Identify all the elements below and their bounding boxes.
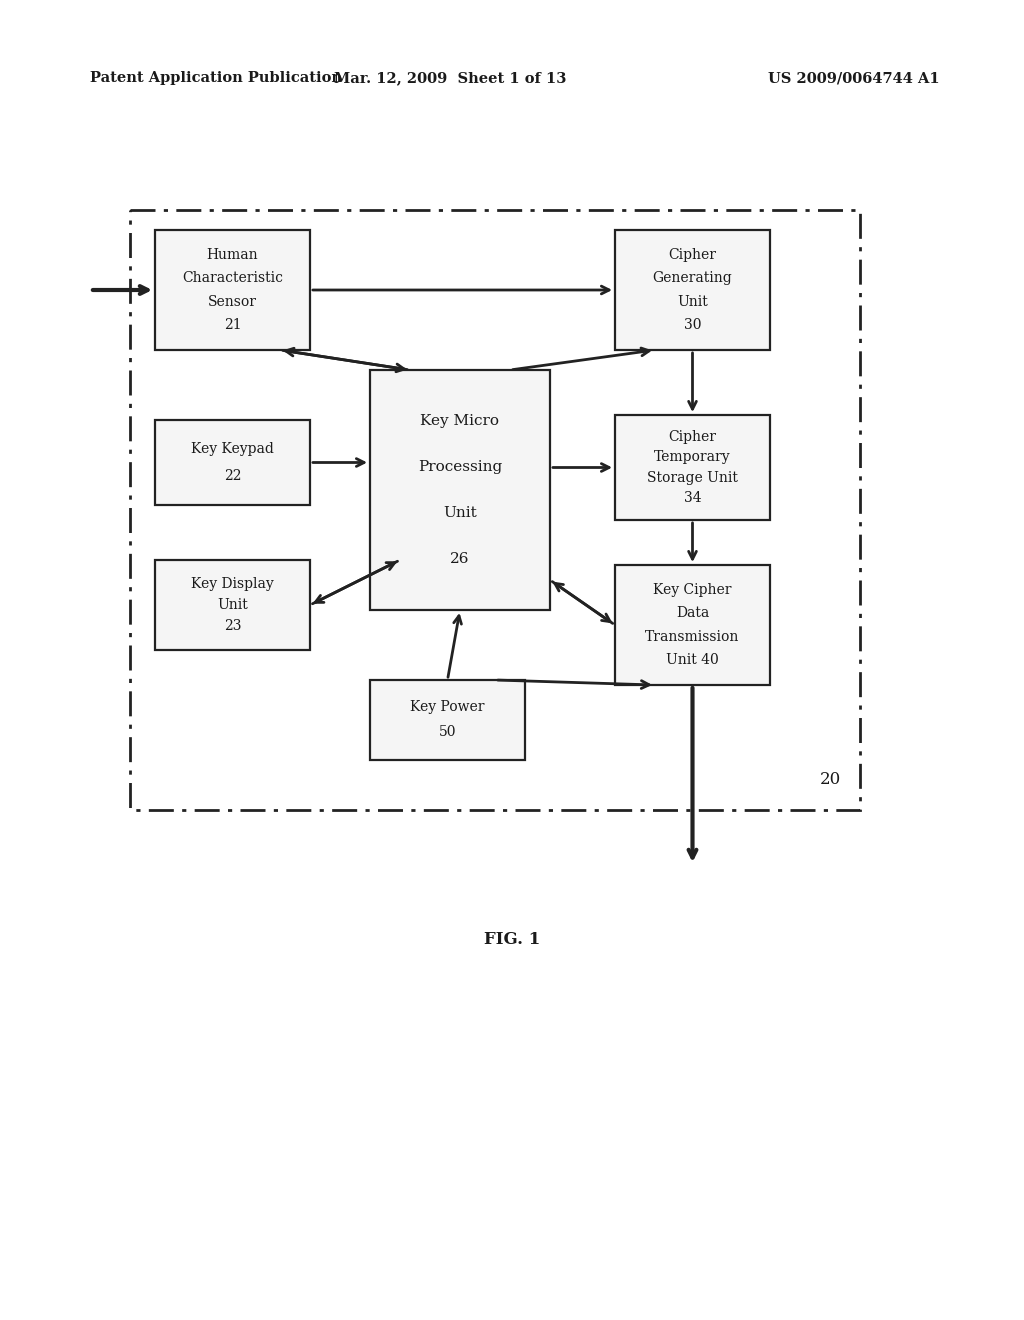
Text: Key Keypad: Key Keypad	[191, 442, 274, 457]
Bar	[615, 230, 770, 350]
Text: Temporary: Temporary	[654, 450, 731, 465]
Text: 22: 22	[224, 469, 242, 483]
Text: Key Power: Key Power	[411, 701, 484, 714]
Text: 23: 23	[224, 619, 242, 634]
Text: Key Display: Key Display	[191, 577, 273, 590]
Text: Transmission: Transmission	[645, 630, 739, 644]
Text: Data: Data	[676, 606, 710, 620]
Bar	[155, 420, 310, 506]
Text: Processing: Processing	[418, 459, 502, 474]
Text: 50: 50	[438, 726, 457, 739]
Text: Storage Unit: Storage Unit	[647, 471, 738, 484]
Text: Sensor: Sensor	[208, 294, 257, 309]
Text: Characteristic: Characteristic	[182, 272, 283, 285]
Text: 21: 21	[223, 318, 242, 331]
Bar	[155, 230, 310, 350]
Bar	[130, 210, 860, 810]
Text: US 2009/0064744 A1: US 2009/0064744 A1	[768, 71, 940, 84]
Text: Unit: Unit	[217, 598, 248, 612]
Text: Cipher: Cipher	[669, 430, 717, 445]
Text: 26: 26	[451, 552, 470, 566]
Text: 30: 30	[684, 318, 701, 331]
Text: Unit: Unit	[443, 506, 477, 520]
Text: Mar. 12, 2009  Sheet 1 of 13: Mar. 12, 2009 Sheet 1 of 13	[334, 71, 566, 84]
Bar	[370, 680, 525, 760]
Text: Cipher: Cipher	[669, 248, 717, 263]
Text: 34: 34	[684, 491, 701, 504]
Text: Unit: Unit	[677, 294, 708, 309]
Text: Generating: Generating	[652, 272, 732, 285]
Text: Key Cipher: Key Cipher	[653, 583, 732, 598]
Text: Human: Human	[207, 248, 258, 263]
Bar	[615, 414, 770, 520]
Text: Unit 40: Unit 40	[667, 652, 719, 667]
Text: Patent Application Publication: Patent Application Publication	[90, 71, 342, 84]
Text: Key Micro: Key Micro	[421, 413, 500, 428]
Text: 20: 20	[819, 771, 841, 788]
Text: FIG. 1: FIG. 1	[484, 932, 540, 949]
Bar	[615, 565, 770, 685]
Bar	[155, 560, 310, 649]
Bar	[370, 370, 550, 610]
